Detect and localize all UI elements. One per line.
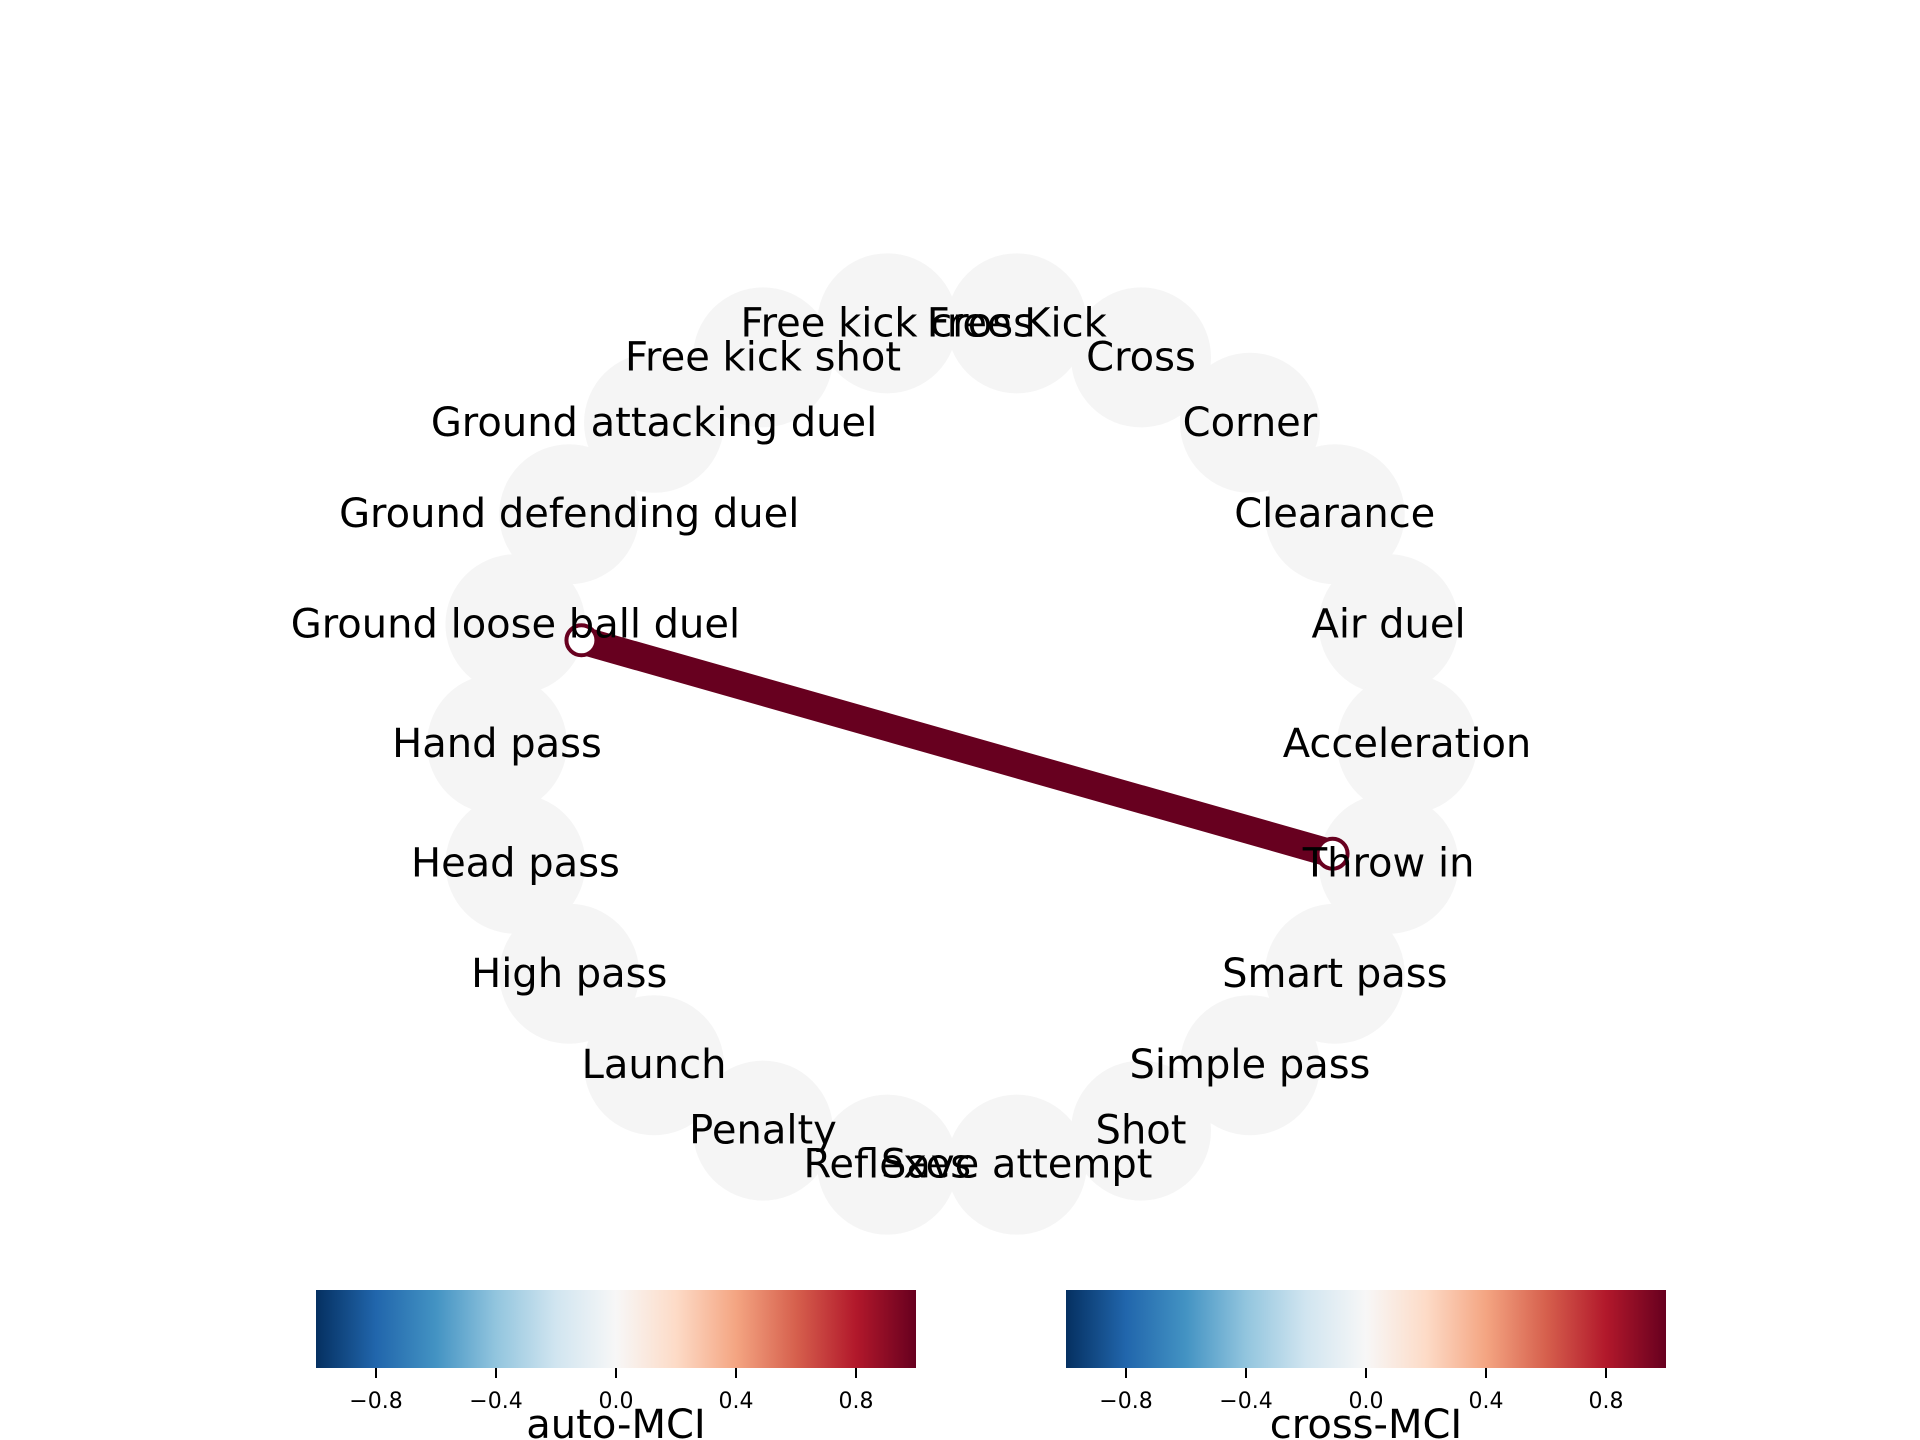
nodes-layer: [427, 253, 1477, 1235]
node-label-cross: Cross: [1086, 334, 1196, 380]
node-free-kick-shot: [692, 287, 833, 428]
node-ground-loose-ball-duel: [445, 554, 586, 695]
node-free-kick: [946, 253, 1087, 394]
node-label-head-pass: Head pass: [411, 841, 620, 887]
node-throw-in: [1318, 793, 1459, 934]
node-label-free-kick: Free Kick: [927, 300, 1108, 346]
node-label-free-kick-shot: Free kick shot: [625, 334, 901, 380]
node-corner: [1179, 352, 1320, 493]
colorbar-label: auto-MCI: [526, 1402, 705, 1440]
edge-ground-loose-ball-duel-to-throw-in: [577, 626, 1337, 868]
colorbar-cross-mci: −0.8 −0.4 0.0 0.4 0.8 cross-MCI: [1066, 1290, 1666, 1440]
node-free-kick-cross: [817, 253, 958, 394]
node-label-corner: Corner: [1183, 400, 1318, 446]
node-air-duel: [1318, 554, 1459, 695]
node-label-free-kick-cross: Free kick cross: [741, 300, 1034, 346]
colorbar-gradient: [316, 1290, 916, 1368]
colorbar-tick-label: −0.8: [1099, 1389, 1152, 1414]
node-label-high-pass: High pass: [471, 951, 667, 997]
colorbar-tick-label: 0.8: [1589, 1389, 1624, 1414]
node-label-simple-pass: Simple pass: [1130, 1042, 1371, 1088]
node-cross: [1071, 287, 1212, 428]
colorbar-tick-label: −0.4: [469, 1389, 522, 1414]
self-loop-ground-loose-ball-duel: [564, 623, 599, 658]
colorbar-tick-label: 0.4: [1469, 1389, 1504, 1414]
node-label-launch: Launch: [582, 1042, 727, 1088]
node-label-smart-pass: Smart pass: [1222, 951, 1447, 997]
node-smart-pass: [1264, 903, 1405, 1044]
node-label-ground-loose-ball-duel: Ground loose ball duel: [291, 601, 740, 647]
self-loop-throw-in: [1315, 836, 1350, 871]
node-label-acceleration: Acceleration: [1283, 721, 1532, 767]
colorbar-label: cross-MCI: [1270, 1402, 1462, 1440]
node-launch: [584, 995, 725, 1136]
colorbar-tick-label: −0.4: [1219, 1389, 1272, 1414]
colorbar-tick-label: 0.0: [599, 1389, 634, 1414]
node-label-ground-defending-duel: Ground defending duel: [339, 491, 799, 537]
colorbar-tick-label: 0.0: [1349, 1389, 1384, 1414]
node-reflexes: [817, 1094, 958, 1235]
node-head-pass: [445, 793, 586, 934]
node-simple-pass: [1179, 995, 1320, 1136]
node-hand-pass: [427, 674, 567, 814]
node-label-air-duel: Air duel: [1312, 601, 1466, 647]
node-label-ground-attacking-duel: Ground attacking duel: [431, 400, 877, 446]
node-label-reflexes: Reflexes: [803, 1142, 971, 1188]
node-acceleration: [1337, 674, 1477, 814]
colorbar-gradient: [1066, 1290, 1666, 1368]
colorbar-auto-mci: −0.8 −0.4 0.0 0.4 0.8 auto-MCI: [316, 1290, 916, 1440]
node-clearance: [1264, 444, 1405, 585]
node-penalty: [692, 1060, 833, 1201]
edges-layer: [564, 623, 1350, 871]
node-shot: [1071, 1060, 1212, 1201]
node-ground-attacking-duel: [584, 352, 725, 493]
node-label-clearance: Clearance: [1234, 491, 1435, 537]
colorbar-tick-label: 0.8: [839, 1389, 874, 1414]
node-label-shot: Shot: [1096, 1108, 1187, 1154]
node-label-save-attempt: Save attempt: [881, 1142, 1152, 1188]
node-high-pass: [499, 903, 640, 1044]
colorbar-tick-label: 0.4: [719, 1389, 754, 1414]
node-ground-defending-duel: [499, 444, 640, 585]
node-label-penalty: Penalty: [689, 1108, 837, 1154]
node-save-attempt: [946, 1094, 1087, 1235]
node-label-throw-in: Throw in: [1302, 841, 1475, 887]
node-label-hand-pass: Hand pass: [392, 721, 602, 767]
colorbar-tick-label: −0.8: [349, 1389, 402, 1414]
